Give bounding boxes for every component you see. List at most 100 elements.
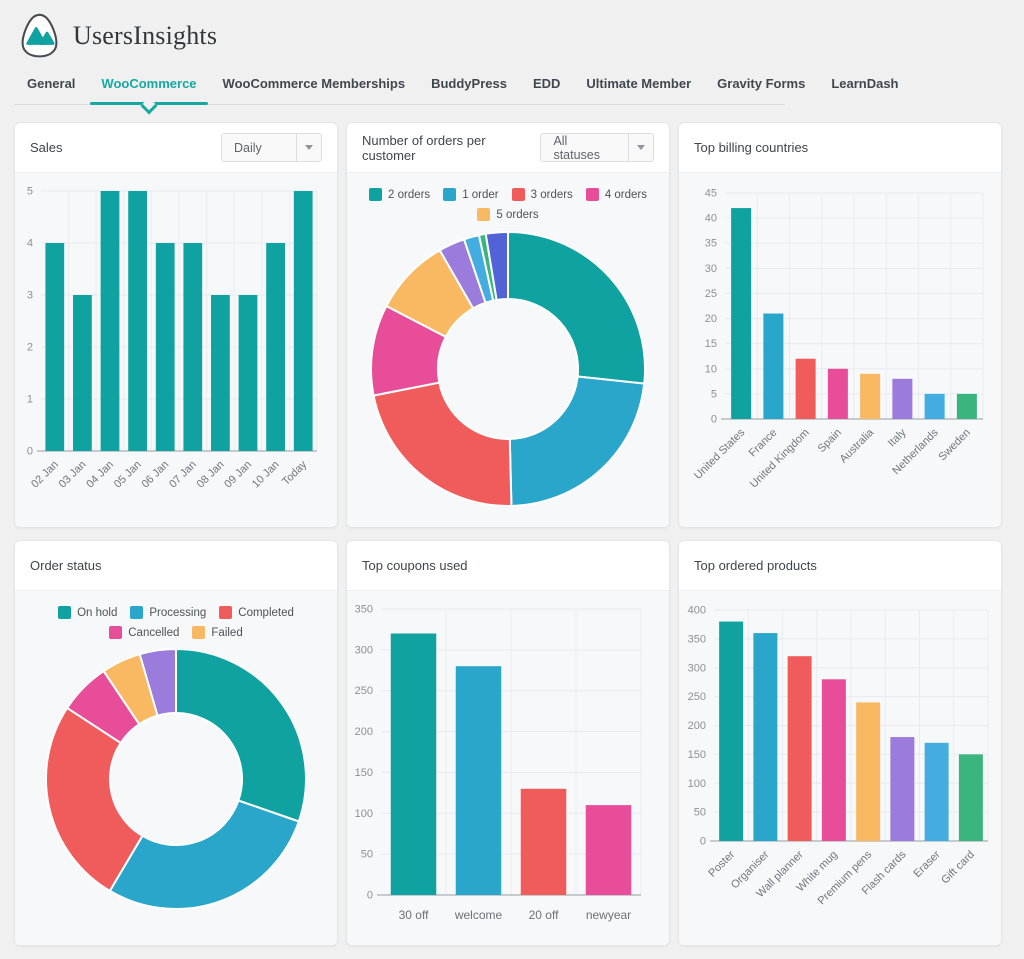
select-value: Daily xyxy=(234,140,262,155)
slice-unlabeled[interactable] xyxy=(138,648,177,717)
bar-Italy[interactable] xyxy=(892,378,913,419)
tab-edd[interactable]: EDD xyxy=(532,76,561,91)
legend-item-4-orders[interactable]: 4 orders xyxy=(585,188,647,201)
legend-item-completed[interactable]: Completed xyxy=(219,606,294,619)
x-tick-label: welcome xyxy=(454,908,503,922)
slice-3 orders[interactable] xyxy=(372,381,513,507)
tab-ultimate-member[interactable]: Ultimate Member xyxy=(586,76,692,91)
y-tick-label: 350 xyxy=(355,604,373,616)
bar-20 off[interactable] xyxy=(520,788,567,895)
panel-top-billing-countries-header: Top billing countries xyxy=(679,123,1001,173)
panel-title: Sales xyxy=(30,140,63,155)
bar-06 Jan[interactable] xyxy=(155,243,175,451)
y-tick-label: 300 xyxy=(688,662,706,674)
panel-grid: Sales Daily 0 1 2 3 4 5 02 Jan 03 Jan 04 Jan 05 J… xyxy=(0,105,1024,946)
bar-07 Jan[interactable] xyxy=(183,243,203,451)
slice-On hold[interactable] xyxy=(175,648,307,823)
y-tick-label: 4 xyxy=(27,238,33,250)
slice-Completed[interactable] xyxy=(45,706,144,892)
bar-Poster[interactable] xyxy=(719,621,744,841)
legend-label: 5 orders xyxy=(496,208,539,221)
y-tick-label: 200 xyxy=(355,726,373,738)
x-tick-label: Eraser xyxy=(911,848,943,880)
bar-White mug[interactable] xyxy=(821,679,846,841)
app-header: UsersInsights xyxy=(0,0,1024,60)
slice-1 order[interactable] xyxy=(508,375,646,507)
bar-Flash cards[interactable] xyxy=(890,737,915,841)
legend-item-cancelled[interactable]: Cancelled xyxy=(109,626,179,639)
slice-unlabeled[interactable] xyxy=(484,230,509,301)
bar-02 Jan[interactable] xyxy=(45,243,65,451)
mountains-logo-icon xyxy=(21,13,58,58)
y-tick-label: 5 xyxy=(711,388,717,400)
bar-03 Jan[interactable] xyxy=(73,295,92,451)
legend-swatch xyxy=(585,188,599,201)
bar-Australia[interactable] xyxy=(860,373,881,419)
legend-item-5-orders[interactable]: 5 orders xyxy=(477,208,539,221)
bar-Organiser[interactable] xyxy=(753,633,778,841)
bar-Wall planner[interactable] xyxy=(787,656,812,841)
y-tick-label: 10 xyxy=(705,363,717,375)
legend-swatch xyxy=(130,606,144,619)
tab-gravity-forms[interactable]: Gravity Forms xyxy=(717,76,806,91)
slice-2 orders[interactable] xyxy=(507,231,646,385)
tab-general[interactable]: General xyxy=(27,76,76,91)
tab-woocommerce[interactable]: WooCommerce xyxy=(88,66,209,105)
bar-04 Jan[interactable] xyxy=(100,191,120,451)
tab-buddypress[interactable]: BuddyPress xyxy=(431,76,507,91)
bar-30 off[interactable] xyxy=(390,633,437,895)
panel-title: Number of orders per customer xyxy=(362,132,486,163)
order-status-filter-select[interactable]: All statuses xyxy=(540,133,654,162)
y-tick-label: 350 xyxy=(688,633,706,645)
slice-Processing[interactable] xyxy=(108,799,300,910)
sales-interval-select[interactable]: Daily xyxy=(221,133,322,162)
select-value: All statuses xyxy=(553,133,600,162)
legend-item-3-orders[interactable]: 3 orders xyxy=(511,188,573,201)
bar-United Kingdom[interactable] xyxy=(795,358,816,419)
panel-order-status-header: Order status xyxy=(15,541,337,591)
legend-item-1-order[interactable]: 1 order xyxy=(443,188,499,201)
chevron-down-icon xyxy=(296,134,321,161)
legend-swatch xyxy=(477,208,491,221)
bar-Sweden[interactable] xyxy=(956,393,977,419)
y-tick-label: 150 xyxy=(688,749,706,761)
bar-Netherlands[interactable] xyxy=(924,393,945,419)
legend-item-2-orders[interactable]: 2 orders xyxy=(369,188,430,201)
tab-learndash[interactable]: LearnDash xyxy=(831,76,899,91)
bar-United States[interactable] xyxy=(731,208,752,419)
bar-Premium pens[interactable] xyxy=(856,702,881,841)
order-status-legend: On hold Processing Completed Cancelled Faile… xyxy=(26,606,326,639)
bar-10 Jan[interactable] xyxy=(266,243,285,451)
legend-label: Processing xyxy=(149,606,207,619)
bar-Eraser[interactable] xyxy=(924,742,949,841)
y-tick-label: 35 xyxy=(705,238,717,250)
bar-09 Jan[interactable] xyxy=(238,295,258,451)
bar-Spain[interactable] xyxy=(827,368,848,419)
tab-woocommerce-memberships[interactable]: WooCommerce Memberships xyxy=(222,76,406,91)
y-tick-label: 5 xyxy=(27,186,33,198)
bar-Gift card[interactable] xyxy=(958,754,983,841)
legend-item-on-hold[interactable]: On hold xyxy=(58,606,117,619)
x-tick-label: United Kingdom xyxy=(748,427,812,491)
legend-swatch xyxy=(109,626,123,639)
legend-item-processing[interactable]: Processing xyxy=(130,606,206,619)
panel-top-coupons-header: Top coupons used xyxy=(347,541,669,591)
bar-Today[interactable] xyxy=(293,191,313,451)
y-tick-label: 50 xyxy=(361,849,373,861)
x-tick-label: United States xyxy=(692,426,748,482)
y-tick-label: 0 xyxy=(700,836,706,848)
x-tick-label: 03 Jan xyxy=(57,459,89,491)
bar-05 Jan[interactable] xyxy=(128,191,147,451)
bar-France[interactable] xyxy=(763,313,784,419)
panel-title: Top coupons used xyxy=(362,558,468,573)
legend-swatch xyxy=(192,626,206,639)
legend-swatch xyxy=(369,188,382,201)
legend-swatch xyxy=(511,188,525,201)
legend-item-failed[interactable]: Failed xyxy=(192,626,243,639)
x-tick-label: 09 Jan xyxy=(222,459,254,491)
panel-top-products-header: Top ordered products xyxy=(679,541,1001,591)
bar-08 Jan[interactable] xyxy=(211,295,230,451)
bar-newyear[interactable] xyxy=(585,805,632,895)
bar-welcome[interactable] xyxy=(455,666,502,895)
